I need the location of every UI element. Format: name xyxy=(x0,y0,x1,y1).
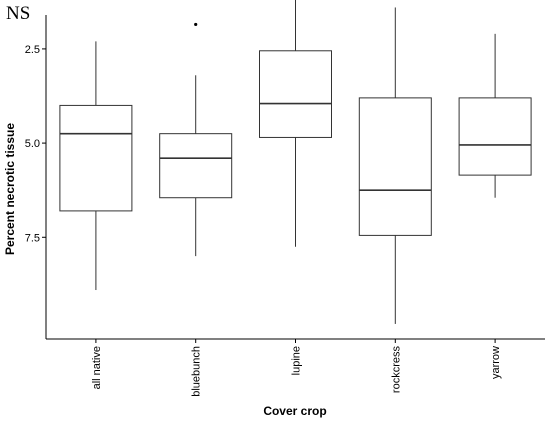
y-tick-label: 7.5 xyxy=(25,232,40,244)
box xyxy=(358,97,432,236)
box-group-lupine xyxy=(259,0,332,247)
x-axis-title: Cover crop xyxy=(263,404,326,418)
box-group-rockcress xyxy=(358,7,432,324)
box-group-yarrow xyxy=(458,33,532,198)
plot-area xyxy=(59,0,532,324)
box xyxy=(458,97,532,176)
x-tick-label: all native xyxy=(91,346,103,389)
box-group-all-native xyxy=(59,41,133,291)
x-tick-label: bluebunch xyxy=(191,346,203,397)
y-tick-label: 5.0 xyxy=(25,138,40,150)
y-axis: 2.5 5.0 7.5 xyxy=(25,15,47,339)
x-axis: all native bluebunch lupine rockcress yarrow xyxy=(46,338,545,397)
box-group-bluebunch xyxy=(159,22,233,257)
y-axis-title: Percent necrotic tissue xyxy=(3,123,17,255)
x-tick-label: rockcress xyxy=(390,346,402,394)
box xyxy=(59,104,133,212)
outlier-point xyxy=(194,22,198,27)
y-tick-label: 2.5 xyxy=(25,44,40,56)
x-tick-label: lupine xyxy=(291,346,303,375)
box xyxy=(259,50,332,138)
significance-label: NS xyxy=(6,3,31,24)
x-tick-label: yarrow xyxy=(490,346,502,379)
box xyxy=(159,133,233,199)
